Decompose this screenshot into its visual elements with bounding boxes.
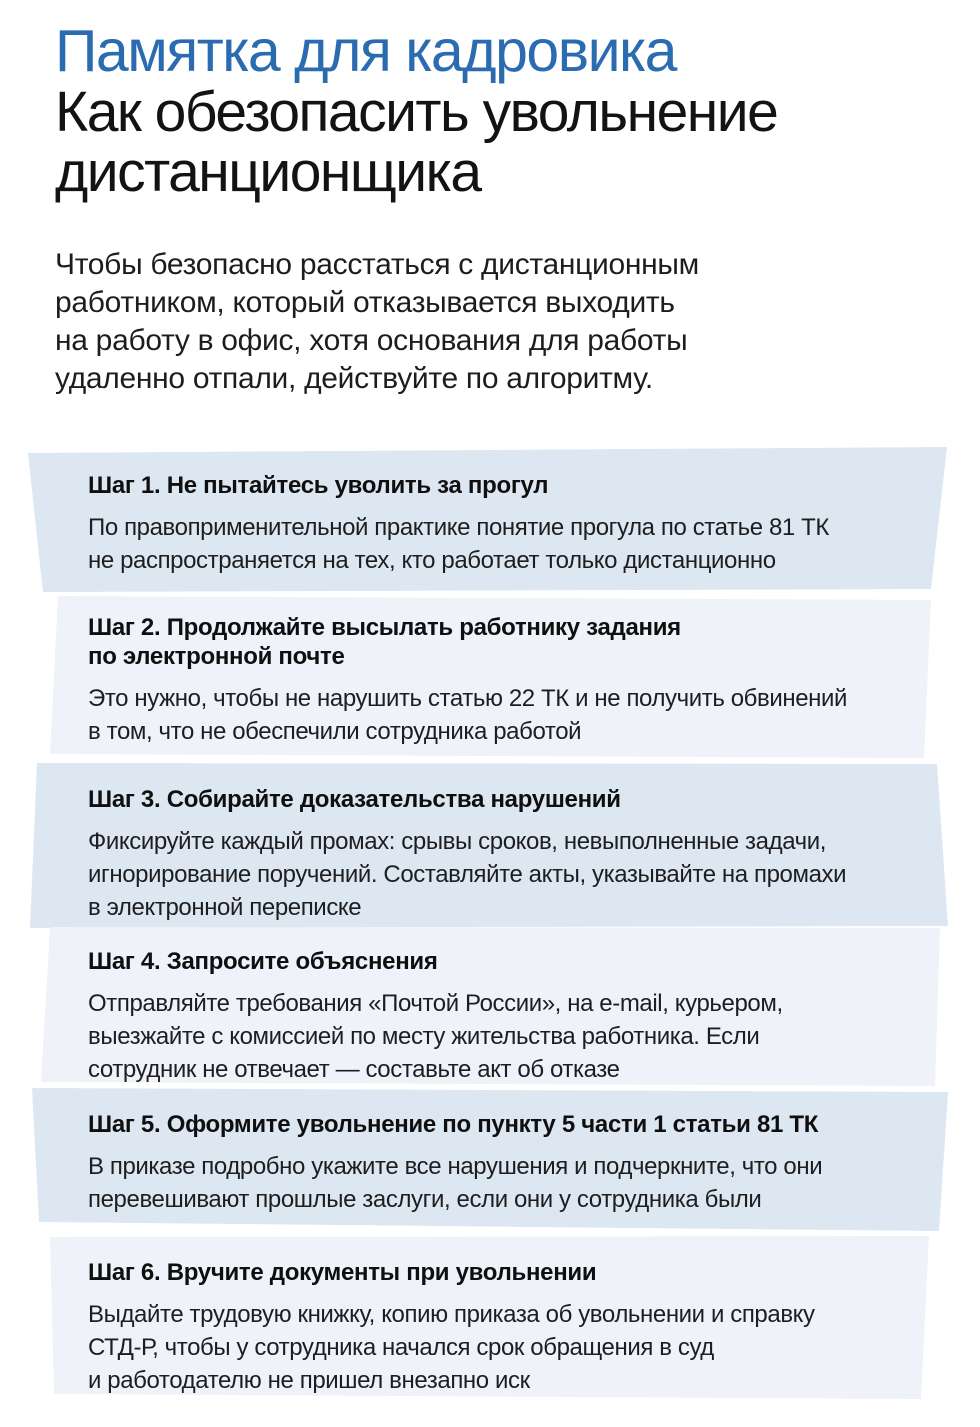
step-card-4: Шаг 4. Запросите объяснения Отправляйте …	[41, 927, 940, 1086]
step-card-1: Шаг 1. Не пытайтесь уволить за прогул По…	[28, 447, 947, 592]
step-body: Отправляйте требования «Почтой России», …	[88, 990, 783, 1083]
step-card-6: Шаг 6. Вручите документы при увольнении …	[50, 1236, 929, 1399]
step-heading: Шаг 4. Запросите объяснения	[88, 948, 438, 975]
step-heading: Шаг 2. Продолжайте высылать работнику за…	[88, 614, 681, 670]
step-body: Это нужно, чтобы не нарушить статью 22 Т…	[88, 685, 848, 745]
step-heading: Шаг 6. Вручите документы при увольнении	[88, 1259, 597, 1286]
step-heading: Шаг 1. Не пытайтесь уволить за прогул	[88, 472, 549, 499]
memo-kicker: Памятка для кадровика	[55, 18, 677, 84]
step-heading: Шаг 5. Оформите увольнение по пункту 5 ч…	[88, 1111, 819, 1138]
step-card-5: Шаг 5. Оформите увольнение по пункту 5 ч…	[32, 1088, 948, 1231]
step-heading: Шаг 3. Собирайте доказательства нарушени…	[88, 786, 621, 813]
step-body: Фиксируйте каждый промах: срывы сроков, …	[88, 828, 847, 921]
page-title: Как обезопасить увольнение дистанционщик…	[55, 80, 779, 205]
step-card-3: Шаг 3. Собирайте доказательства нарушени…	[30, 763, 948, 928]
step-body: По правоприменительной практике понятие …	[88, 514, 829, 574]
step-card-2: Шаг 2. Продолжайте высылать работнику за…	[50, 596, 931, 758]
step-body: Выдайте трудовую книжку, копию приказа о…	[88, 1301, 815, 1394]
intro-paragraph: Чтобы безопасно расстаться с дистанционн…	[55, 248, 700, 395]
step-body: В приказе подробно укажите все нарушения…	[88, 1153, 823, 1213]
